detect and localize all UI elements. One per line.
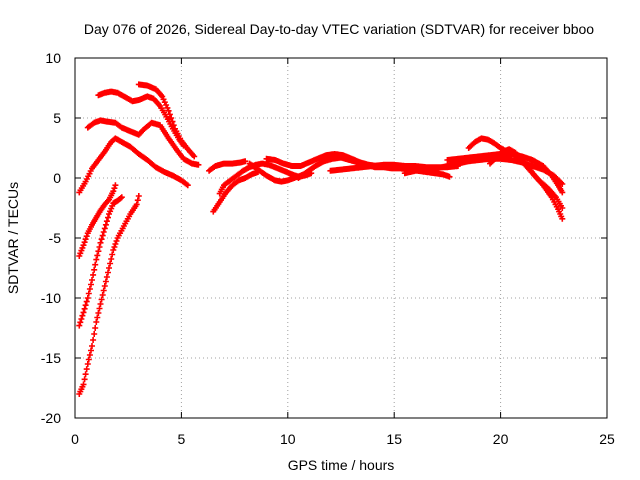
data-points — [76, 81, 566, 397]
axis-ticks: 0 5 10 15 20 25 -20 -15 -10 -5 0 5 10 — [41, 50, 615, 447]
y-tick-label: 10 — [45, 50, 61, 66]
data-series-track-j — [206, 158, 249, 174]
x-tick-label: 20 — [493, 431, 509, 447]
data-series-track-a — [76, 135, 191, 196]
chart-title: Day 076 of 2026, Sidereal Day-to-day VTE… — [84, 21, 594, 37]
plus-markers — [76, 194, 125, 329]
plus-markers — [76, 193, 142, 397]
x-axis-label: GPS time / hours — [288, 457, 395, 473]
plus-markers — [487, 146, 566, 222]
y-tick-label: 0 — [53, 170, 61, 186]
x-tick-label: 0 — [71, 431, 79, 447]
plus-markers — [84, 117, 202, 168]
y-tick-label: -20 — [41, 410, 61, 426]
y-tick-label: 5 — [53, 110, 61, 126]
data-series-track-g — [76, 193, 142, 397]
plus-markers — [206, 158, 249, 174]
data-series-track-d — [135, 81, 198, 160]
grid-lines — [75, 58, 607, 418]
y-axis-label: SDTVAR / TECUs — [5, 182, 21, 294]
x-tick-label: 5 — [178, 431, 186, 447]
x-tick-label: 25 — [599, 431, 615, 447]
plus-markers — [76, 135, 191, 196]
plus-markers — [76, 182, 119, 259]
x-tick-label: 10 — [280, 431, 296, 447]
data-series-track-h — [210, 169, 261, 215]
y-tick-label: -5 — [49, 230, 62, 246]
data-series-track-b — [84, 117, 202, 168]
data-series-track-e — [76, 182, 119, 259]
data-series-track-r — [487, 146, 566, 222]
plus-markers — [135, 81, 198, 160]
plus-markers — [210, 169, 261, 215]
data-series-track-f — [76, 194, 125, 329]
y-tick-label: -15 — [41, 350, 61, 366]
x-tick-label: 15 — [386, 431, 402, 447]
y-tick-label: -10 — [41, 290, 61, 306]
